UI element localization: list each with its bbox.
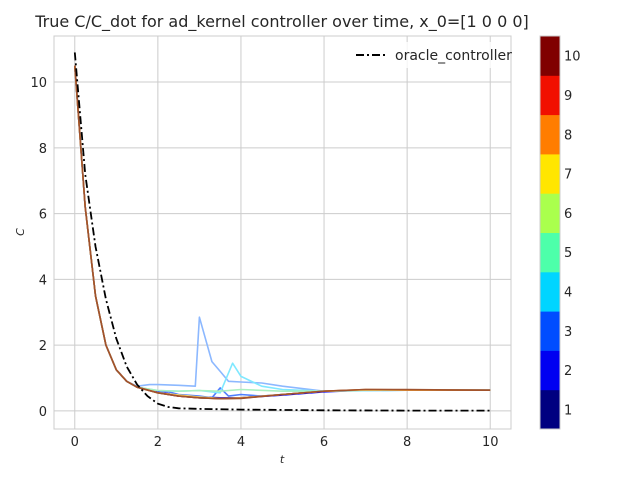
y-tick-label: 4 <box>39 273 47 288</box>
series-line-9 <box>74 65 491 400</box>
series-line-5 <box>74 65 491 394</box>
colorbar-segment <box>540 271 560 312</box>
y-tick-label: 2 <box>39 339 47 354</box>
series-line-3 <box>74 65 491 399</box>
y-tick-label: 6 <box>39 208 47 223</box>
plot-frame <box>53 35 512 430</box>
series-line-6 <box>74 65 491 392</box>
x-tick-label: 0 <box>71 435 79 450</box>
colorbar-label: 6 <box>564 207 572 222</box>
series-line-4 <box>74 65 491 392</box>
x-tick-label: 6 <box>320 435 328 450</box>
colorbar-frame <box>539 35 561 430</box>
y-axis-label: C <box>14 228 27 236</box>
colorbar-segment <box>540 311 560 351</box>
series-line-8 <box>74 65 491 400</box>
colorbar-label: 10 <box>564 50 581 65</box>
colorbar-segment <box>540 232 560 273</box>
colorbar-segment <box>540 389 560 430</box>
colorbar-segment <box>540 114 560 155</box>
colorbar-label: 3 <box>564 325 572 340</box>
y-tick-label: 10 <box>30 76 47 91</box>
series-line-1 <box>74 65 491 400</box>
colorbar-segment <box>540 350 560 391</box>
x-tick-label: 8 <box>403 435 411 450</box>
series-line-7 <box>74 65 491 400</box>
colorbar-segment <box>540 75 560 116</box>
series-lines <box>74 65 491 400</box>
legend: oracle_controller <box>346 42 512 68</box>
oracle-controller-line <box>73 52 491 412</box>
colorbar-label: 1 <box>564 403 572 418</box>
colorbar-label: 2 <box>564 364 572 379</box>
grid <box>54 36 511 429</box>
series-line-2 <box>74 65 491 399</box>
y-tick-label: 0 <box>39 405 47 420</box>
colorbar-label: 8 <box>564 128 572 143</box>
colorbar: 1 2 3 4 5 6 7 8 9 10 <box>539 35 581 430</box>
colorbar-label: 9 <box>564 89 572 104</box>
x-tick-label: 10 <box>482 435 499 450</box>
x-axis-label: t <box>280 453 285 466</box>
chart-title: True C/C_dot for ad_kernel controller ov… <box>34 12 529 32</box>
colorbar-label: 4 <box>564 285 572 300</box>
colorbar-label: 5 <box>564 246 572 261</box>
x-tick-label: 4 <box>237 435 245 450</box>
colorbar-segment <box>540 193 560 233</box>
colorbar-segment <box>540 153 560 194</box>
colorbar-segment <box>540 36 560 76</box>
colorbar-label: 7 <box>564 168 572 183</box>
x-tick-label: 2 <box>154 435 162 450</box>
y-ticks: 0 2 4 6 8 10 <box>30 76 47 420</box>
y-tick-label: 8 <box>39 142 47 157</box>
legend-oracle-label: oracle_controller <box>395 48 512 64</box>
oracle-line <box>73 52 491 412</box>
x-ticks: 0 2 4 6 8 10 <box>71 435 499 450</box>
